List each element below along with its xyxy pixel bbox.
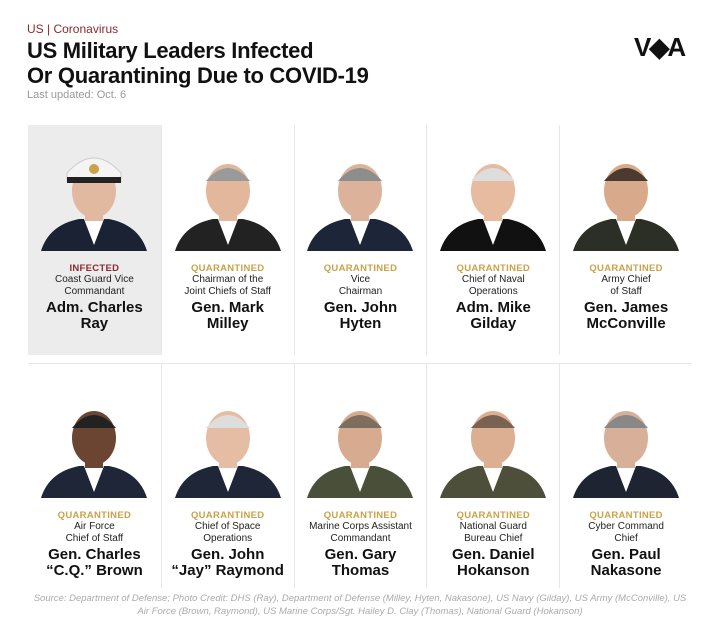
role-title: Air Force Chief of Staff	[28, 521, 161, 545]
role-line: National Guard	[459, 521, 527, 532]
role-title: Vice Chairman	[295, 274, 427, 298]
role-line: Operations	[203, 533, 253, 544]
role-title: Coast Guard Vice Commandant	[28, 274, 161, 298]
status-label: QUARANTINED	[589, 263, 663, 274]
role-line: Commandant	[330, 533, 391, 544]
name-line: Adm. Mike	[455, 299, 531, 316]
leader-name: Gen. Charles “C.Q.” Brown	[28, 547, 161, 579]
leader-card: QUARANTINED Chairman of the Joint Chiefs …	[160, 125, 294, 355]
section-kicker: US | Coronavirus	[27, 22, 119, 36]
portrait-photo	[440, 164, 547, 251]
portrait-photo	[573, 164, 680, 251]
last-updated: Last updated: Oct. 6	[27, 89, 127, 101]
title-line: Or Quarantining Due to COVID-19	[27, 63, 369, 88]
role-line: Air Force	[74, 521, 115, 532]
name-line: Hokanson	[457, 562, 530, 579]
leader-card: QUARANTINED Chief of Space Operations Gen…	[160, 363, 294, 588]
role-line: Chief of Staff	[65, 533, 124, 544]
portrait-photo	[41, 157, 148, 251]
name-line: Hyten	[339, 315, 382, 332]
name-line: Gen. James	[583, 299, 669, 316]
role-title: National Guard Bureau Chief	[427, 521, 559, 545]
leader-card: QUARANTINED Cyber Command Chief Gen. Paul…	[559, 363, 692, 588]
name-line: Gen. Mark	[191, 299, 264, 316]
name-line: Adm. Charles	[46, 299, 143, 316]
status-label: INFECTED	[69, 263, 120, 274]
source-credit: Source: Department of Defense; Photo Cre…	[33, 593, 687, 617]
status-label: QUARANTINED	[456, 263, 531, 274]
portrait-photo	[174, 411, 281, 498]
role-line: Vice	[350, 274, 371, 285]
title-line: US Military Leaders Infected	[27, 38, 314, 63]
name-line: Gilday	[470, 315, 517, 332]
role-line: Chief of Naval	[461, 274, 525, 285]
name-line: Gen. Paul	[591, 546, 661, 563]
role-line: Commandant	[64, 286, 125, 297]
role-line: Joint Chiefs of Staff	[184, 286, 271, 297]
role-line: Chairman of the	[192, 274, 264, 285]
leader-card: QUARANTINED Chief of Naval Operations Adm…	[426, 125, 559, 355]
status-label: QUARANTINED	[190, 263, 265, 274]
leader-card: QUARANTINED National Guard Bureau Chief G…	[426, 363, 560, 588]
role-title: Chairman of the Joint Chiefs of Staff	[162, 274, 294, 298]
leader-card: QUARANTINED Marine Corps Assistant Comman…	[293, 363, 427, 588]
name-line: Gen. John	[323, 299, 398, 316]
portrait-photo	[307, 164, 414, 251]
leader-name: Gen. John “Jay” Raymond	[162, 547, 294, 579]
status-label: QUARANTINED	[323, 263, 398, 274]
leader-name: Adm. Mike Gilday	[427, 300, 559, 332]
role-line: Chief of Space	[194, 521, 261, 532]
portrait-photo	[440, 411, 547, 498]
leader-card: INFECTED Coast Guard Vice Commandant Adm.…	[28, 125, 161, 355]
role-line: Chief	[614, 533, 638, 544]
status-label: QUARANTINED	[190, 510, 265, 521]
leaders-grid: INFECTED Coast Guard Vice Commandant Adm.…	[28, 125, 692, 588]
name-line: Gen. John	[191, 546, 265, 563]
portrait-photo	[41, 411, 148, 498]
leader-name: Gen. James McConville	[560, 300, 692, 332]
status-label: QUARANTINED	[456, 510, 531, 521]
role-title: Marine Corps Assistant Commandant	[295, 521, 427, 545]
page-title: US Military Leaders Infected Or Quaranti…	[27, 38, 369, 88]
name-line: Gen. Daniel	[452, 546, 535, 563]
role-line: Marine Corps Assistant	[309, 521, 412, 532]
leader-name: Gen. John Hyten	[295, 300, 427, 332]
leader-name: Adm. Charles Ray	[28, 300, 161, 332]
portrait-photo	[573, 411, 680, 498]
name-line: Milley	[206, 315, 249, 332]
role-line: Bureau Chief	[464, 533, 523, 544]
leader-name: Gen. Mark Milley	[162, 300, 294, 332]
voa-logo: V◆A	[634, 32, 686, 62]
name-line: Gen. Charles	[48, 546, 141, 563]
status-label: QUARANTINED	[57, 510, 132, 521]
role-title: Chief of Space Operations	[162, 521, 294, 545]
role-line: Operations	[468, 286, 518, 297]
name-line: “Jay” Raymond	[171, 562, 284, 579]
status-label: QUARANTINED	[323, 510, 398, 521]
leader-card: QUARANTINED Vice Chairman Gen. John Hyten	[293, 125, 427, 355]
leader-name: Gen. Paul Nakasone	[560, 547, 692, 579]
name-line: Gen. Gary	[324, 546, 397, 563]
name-line: Nakasone	[590, 562, 662, 579]
portrait-photo	[307, 411, 414, 498]
role-line: Army Chief	[601, 274, 651, 285]
role-line: Cyber Command	[588, 521, 664, 532]
role-title: Army Chief of Staff	[560, 274, 692, 298]
leader-name: Gen. Daniel Hokanson	[427, 547, 559, 579]
status-label: QUARANTINED	[589, 510, 663, 521]
name-line: McConville	[586, 315, 666, 332]
name-line: Thomas	[331, 562, 390, 579]
role-title: Chief of Naval Operations	[427, 274, 559, 298]
leader-card: QUARANTINED Army Chief of Staff Gen. Jame…	[559, 125, 692, 355]
portrait-photo	[174, 164, 281, 251]
name-line: “C.Q.” Brown	[46, 562, 143, 579]
leader-name: Gen. Gary Thomas	[295, 547, 427, 579]
name-line: Ray	[80, 315, 109, 332]
role-line: Chairman	[338, 286, 383, 297]
role-line: Coast Guard Vice	[55, 274, 134, 285]
role-line: of Staff	[610, 286, 642, 297]
role-title: Cyber Command Chief	[560, 521, 692, 545]
leader-card: QUARANTINED Air Force Chief of Staff Gen.…	[28, 363, 161, 588]
